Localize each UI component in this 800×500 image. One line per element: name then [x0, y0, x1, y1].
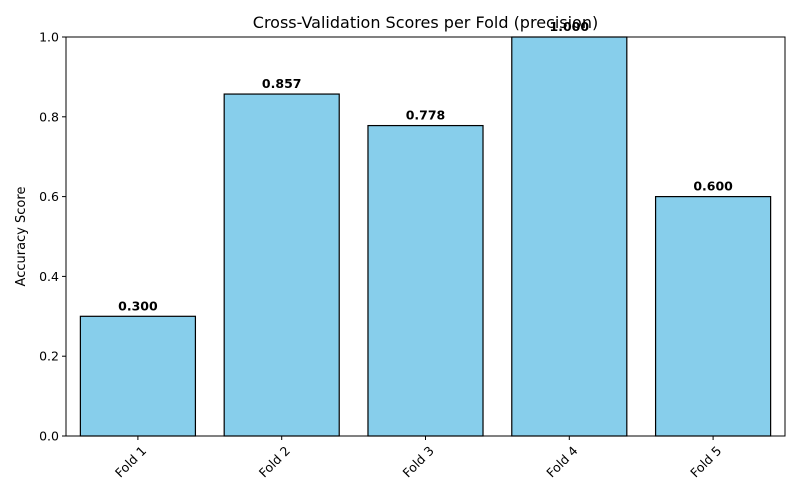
- data-label-fold-2: 0.857: [262, 76, 302, 91]
- data-label-fold-1: 0.300: [118, 298, 158, 313]
- y-tick-label: 0.6: [39, 189, 59, 204]
- bar-fold-5: [654, 196, 772, 437]
- data-label-fold-3: 0.778: [406, 108, 446, 123]
- x-tick-label-fold-2: Fold 2: [256, 443, 293, 480]
- x-tick-label-fold-4: Fold 4: [543, 443, 580, 480]
- bar-fold-4: [511, 36, 628, 437]
- chart-title: Cross-Validation Scores per Fold (precis…: [253, 13, 598, 32]
- y-tick-label: 0.8: [39, 109, 59, 124]
- x-tick-label-fold-5: Fold 5: [687, 443, 724, 480]
- bar-fold-1: [79, 315, 197, 437]
- y-tick-label: 0.2: [39, 349, 59, 364]
- data-label-fold-5: 0.600: [693, 179, 733, 194]
- data-labels-layer: 0.300 0.857 0.778 1.000 0.600: [118, 19, 733, 313]
- y-axis-title: Accuracy Score: [14, 187, 29, 287]
- y-tick-label: 1.0: [39, 30, 59, 45]
- x-tick-label-fold-1: Fold 1: [112, 443, 149, 480]
- y-tick-label: 0.4: [39, 269, 59, 284]
- bars-layer: [79, 36, 772, 437]
- data-label-fold-4: 1.000: [550, 19, 590, 34]
- y-tick-label: 0.0: [39, 429, 59, 444]
- bar-fold-2: [223, 93, 340, 437]
- bar-fold-3: [367, 124, 484, 437]
- x-tick-label-fold-3: Fold 3: [400, 443, 437, 480]
